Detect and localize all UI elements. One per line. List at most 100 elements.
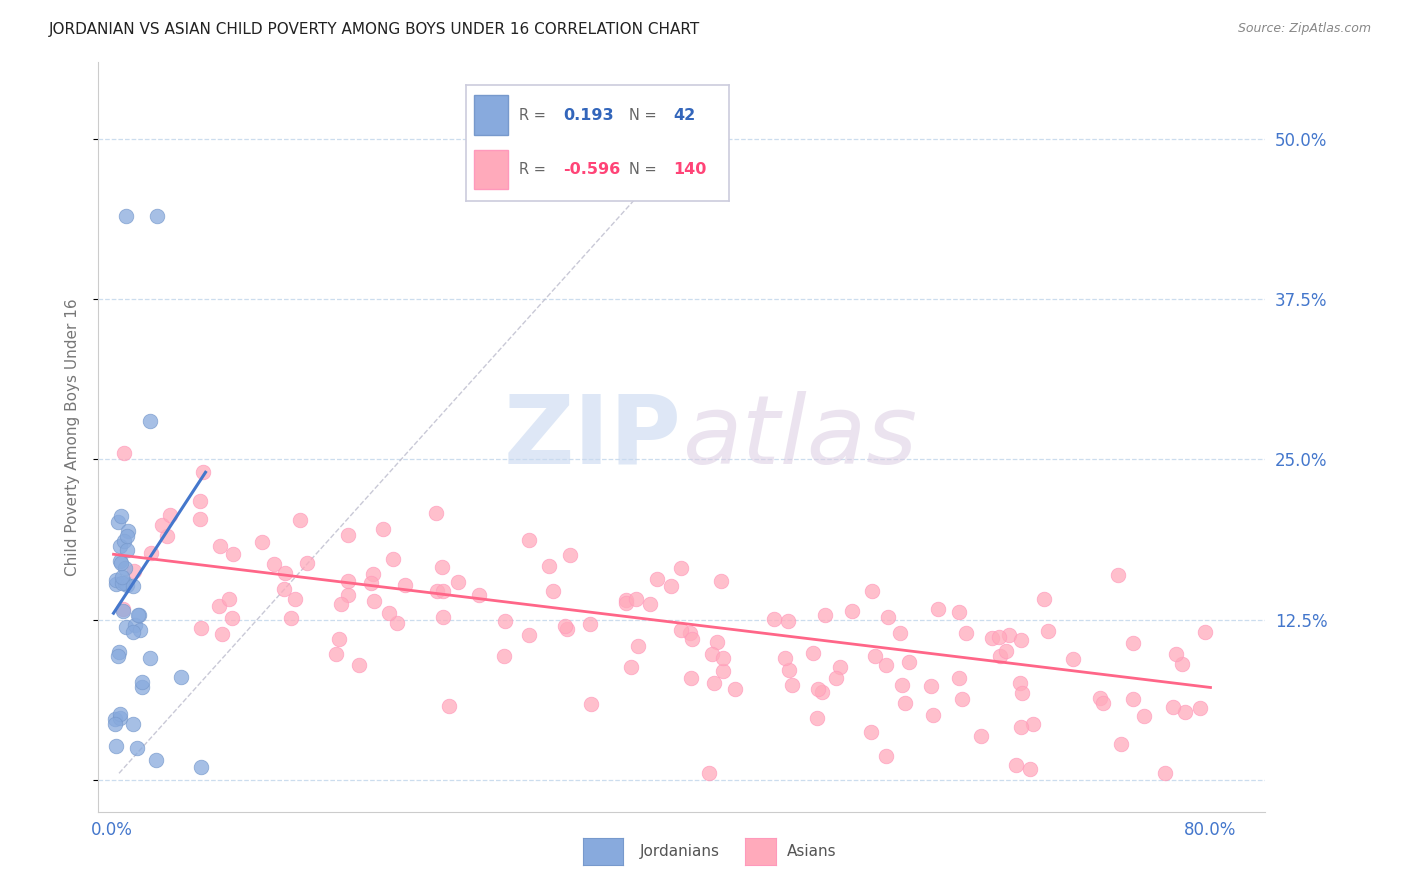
Point: [762, 612, 785, 626]
Point: [824, 671, 846, 685]
Point: [325, 648, 347, 662]
Point: [682, 632, 704, 647]
Y-axis label: Child Poverty Among Boys Under 16: Child Poverty Among Boys Under 16: [65, 298, 80, 576]
Point: [221, 611, 243, 625]
Point: [1011, 686, 1033, 700]
Point: [110, 570, 132, 584]
Point: [117, 578, 139, 592]
Point: [139, 546, 162, 560]
Point: [371, 522, 394, 536]
Point: [537, 558, 560, 573]
Point: [122, 564, 145, 578]
Point: [110, 556, 132, 570]
Point: [108, 711, 131, 725]
Point: [897, 655, 920, 669]
Point: [107, 648, 129, 663]
Point: [138, 414, 160, 428]
Point: [627, 639, 650, 653]
Point: [295, 556, 318, 570]
Text: Jordanians: Jordanians: [640, 845, 720, 859]
Text: ZIP: ZIP: [503, 391, 682, 483]
Point: [363, 594, 385, 608]
Point: [131, 675, 153, 690]
Point: [1122, 636, 1144, 650]
Point: [1153, 766, 1175, 780]
Point: [560, 548, 582, 562]
Point: [927, 602, 949, 616]
Point: [950, 691, 973, 706]
Point: [669, 623, 692, 637]
Point: [555, 622, 578, 636]
Point: [108, 706, 131, 721]
Point: [274, 566, 297, 581]
Point: [700, 648, 723, 662]
Point: [190, 621, 212, 635]
Point: [801, 646, 824, 660]
Point: [828, 659, 851, 673]
Point: [432, 583, 454, 598]
Point: [124, 618, 146, 632]
Point: [517, 628, 540, 642]
Point: [190, 512, 212, 526]
Point: [110, 554, 132, 568]
Point: [288, 513, 311, 527]
Point: [108, 645, 131, 659]
Point: [222, 547, 245, 561]
Point: [156, 529, 179, 543]
Point: [280, 610, 302, 624]
Point: [814, 607, 837, 622]
Point: [1036, 624, 1059, 639]
Point: [105, 739, 128, 754]
Point: [250, 535, 273, 549]
Point: [614, 596, 637, 610]
Point: [709, 574, 731, 588]
Point: [889, 626, 911, 640]
Point: [893, 696, 915, 710]
Point: [724, 681, 747, 696]
Text: Source: ZipAtlas.com: Source: ZipAtlas.com: [1237, 22, 1371, 36]
Point: [107, 515, 129, 529]
Point: [394, 577, 416, 591]
Point: [284, 592, 307, 607]
Point: [713, 650, 735, 665]
Point: [122, 716, 145, 731]
Point: [970, 729, 993, 743]
Point: [432, 610, 454, 624]
Point: [159, 508, 181, 523]
Point: [337, 588, 360, 602]
Point: [381, 551, 404, 566]
Point: [115, 209, 138, 223]
Point: [995, 643, 1018, 657]
Point: [209, 539, 232, 553]
Point: [336, 574, 359, 588]
Point: [1005, 758, 1028, 772]
Point: [145, 753, 167, 767]
Point: [170, 670, 193, 684]
Point: [616, 593, 638, 607]
Text: JORDANIAN VS ASIAN CHILD POVERTY AMONG BOYS UNDER 16 CORRELATION CHART: JORDANIAN VS ASIAN CHILD POVERTY AMONG B…: [49, 22, 700, 37]
Point: [447, 574, 470, 589]
Point: [1010, 633, 1032, 648]
Point: [1033, 592, 1056, 607]
Point: [679, 626, 702, 640]
Point: [640, 598, 662, 612]
Point: [117, 524, 139, 538]
Point: [581, 698, 603, 712]
Point: [1088, 691, 1111, 706]
Point: [211, 627, 233, 641]
Point: [988, 630, 1011, 644]
Point: [112, 446, 135, 460]
Point: [347, 658, 370, 673]
Point: [807, 682, 830, 697]
Point: [891, 678, 914, 692]
Point: [948, 606, 970, 620]
Point: [1008, 675, 1031, 690]
Point: [517, 533, 540, 547]
Point: [263, 558, 285, 572]
Point: [579, 617, 602, 632]
Text: Asians: Asians: [787, 845, 837, 859]
Point: [811, 684, 834, 698]
Point: [1133, 708, 1156, 723]
Point: [543, 584, 565, 599]
Point: [115, 543, 138, 558]
